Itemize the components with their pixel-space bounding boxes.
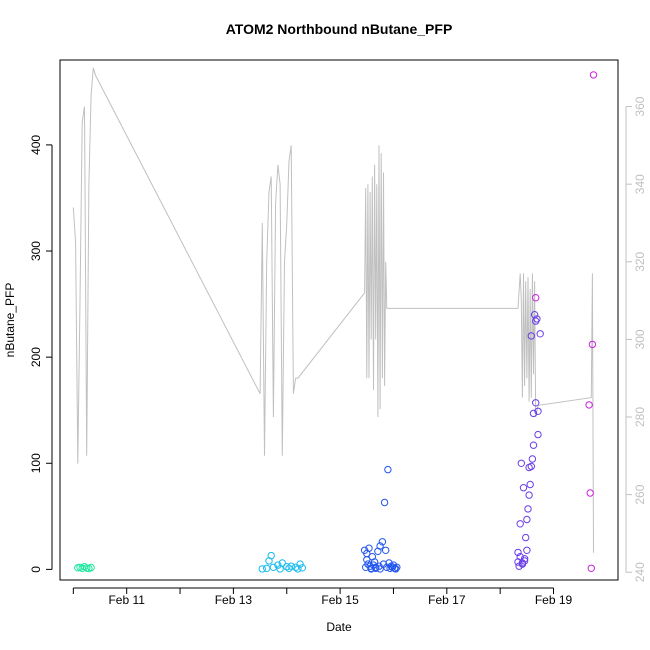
x-tick-label: Feb 15 — [321, 593, 359, 607]
secondary-line-layer — [72, 67, 594, 553]
data-point — [287, 562, 295, 570]
data-point — [267, 551, 275, 560]
data-point — [263, 564, 271, 572]
y2-tick-label: 240 — [633, 562, 647, 582]
data-point — [363, 556, 371, 564]
data-point — [516, 520, 524, 528]
data-point — [587, 564, 595, 572]
data-point — [382, 546, 390, 554]
data-point — [380, 498, 389, 507]
y-tick-label: 300 — [29, 241, 43, 261]
data-point — [585, 401, 593, 409]
data-point — [376, 565, 384, 573]
data-point — [534, 407, 542, 415]
data-point — [522, 533, 530, 542]
y2-tick-label: 340 — [633, 174, 647, 194]
y2-tick-label: 320 — [633, 251, 647, 271]
data-point — [525, 491, 533, 499]
plot-area-frame — [59, 59, 619, 581]
data-point — [519, 484, 528, 492]
x-tick-label: Feb 19 — [535, 593, 573, 607]
y-tick-label: 200 — [29, 347, 43, 367]
x-tick-label: Feb 13 — [215, 593, 253, 607]
data-point — [529, 409, 538, 418]
data-point — [514, 548, 522, 557]
y2-tick-label: 300 — [633, 329, 647, 349]
y2-tick-label: 280 — [633, 407, 647, 427]
y2-tick-label: 360 — [633, 96, 647, 116]
data-point — [258, 565, 266, 573]
data-point — [269, 563, 278, 571]
data-point — [533, 315, 541, 323]
data-point — [520, 557, 529, 565]
data-point — [527, 332, 535, 340]
y-axis-label: nButane_PFP — [3, 283, 17, 358]
y-tick-label: 0 — [29, 566, 43, 573]
data-point — [383, 563, 391, 571]
data-point — [526, 480, 534, 489]
data-point — [525, 463, 533, 472]
data-point — [87, 563, 95, 572]
data-point — [378, 538, 387, 546]
data-point — [384, 465, 392, 474]
data-point — [376, 542, 384, 550]
data-point — [296, 560, 304, 568]
data-point — [589, 71, 598, 79]
data-point — [532, 399, 540, 407]
secondary-series-line — [72, 67, 594, 553]
y2-tick-label: 260 — [633, 484, 647, 504]
y-axis-left: 0 100 200 300 400 — [29, 135, 53, 573]
data-point — [534, 430, 542, 439]
data-point — [274, 561, 282, 569]
data-point — [523, 515, 531, 524]
scatter-point-layer — [74, 71, 598, 573]
data-point — [298, 564, 306, 572]
data-point — [392, 565, 400, 573]
data-point — [372, 564, 380, 572]
data-point — [528, 455, 537, 463]
data-point — [393, 563, 401, 571]
data-point — [586, 489, 594, 497]
data-point — [529, 441, 538, 449]
y-tick-label: 100 — [29, 453, 43, 473]
x-axis-label: Date — [326, 620, 352, 634]
data-point — [588, 340, 597, 349]
data-point — [523, 546, 531, 554]
x-axis: Feb 11 Feb 13 Feb 15 Feb 17 Feb 19 — [72, 587, 573, 607]
data-point — [517, 459, 525, 467]
data-point — [283, 563, 291, 571]
data-point — [536, 330, 544, 338]
data-point — [532, 294, 540, 302]
data-point — [278, 559, 286, 567]
x-tick-label: Feb 17 — [428, 593, 466, 607]
y-axis-right: 240 260 280 300 320 340 360 — [625, 96, 647, 582]
data-point — [524, 505, 532, 513]
chart-title: ATOM2 Northbound nButane_PFP — [226, 21, 453, 37]
x-tick-label: Feb 11 — [108, 593, 145, 607]
data-point — [294, 565, 302, 573]
data-point — [516, 553, 524, 561]
data-point — [365, 544, 373, 552]
y-tick-label: 400 — [29, 135, 43, 155]
data-point — [367, 565, 375, 573]
